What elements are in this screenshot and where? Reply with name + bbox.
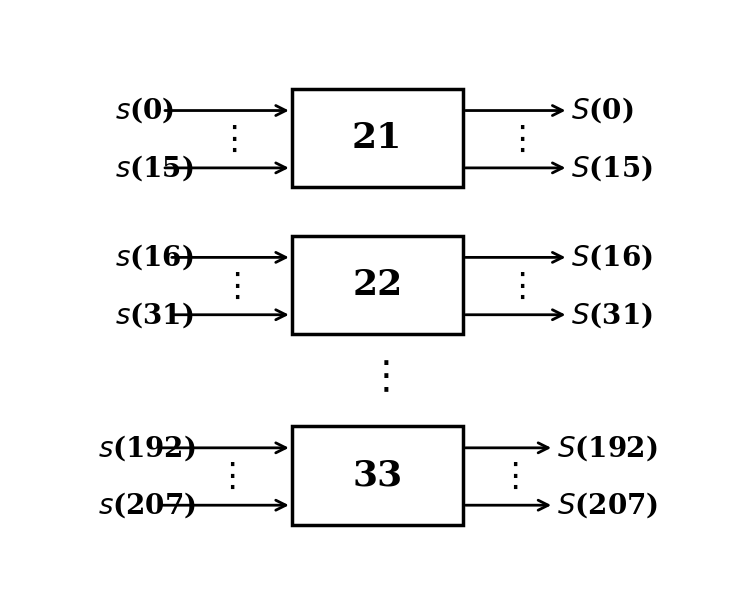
Text: $\mathit{s}$(207): $\mathit{s}$(207) <box>98 491 196 520</box>
Bar <box>291 426 463 524</box>
Text: $\vdots$: $\vdots$ <box>506 123 526 156</box>
Text: $\mathit{S}$(16): $\mathit{S}$(16) <box>571 243 653 272</box>
Text: $\mathit{s}$(192): $\mathit{s}$(192) <box>98 433 195 462</box>
Text: $\mathit{S}$(15): $\mathit{S}$(15) <box>571 153 653 183</box>
Text: $\vdots$: $\vdots$ <box>498 460 519 493</box>
Text: 21: 21 <box>352 121 403 155</box>
Text: $\mathit{S}$(207): $\mathit{S}$(207) <box>557 491 658 520</box>
Text: 33: 33 <box>352 458 403 492</box>
Text: $\mathit{s}$(0): $\mathit{s}$(0) <box>115 95 174 125</box>
Text: $\mathit{S}$(192): $\mathit{S}$(192) <box>557 433 657 462</box>
Text: $\vdots$: $\vdots$ <box>216 123 237 156</box>
Text: $\mathit{s}$(31): $\mathit{s}$(31) <box>115 300 194 330</box>
Text: 22: 22 <box>352 268 403 302</box>
Text: $\mathit{S}$(0): $\mathit{S}$(0) <box>571 95 634 125</box>
Text: $\vdots$: $\vdots$ <box>215 460 236 493</box>
Text: $\vdots$: $\vdots$ <box>506 269 526 303</box>
Text: $\vdots$: $\vdots$ <box>220 269 241 303</box>
Bar <box>291 235 463 334</box>
Text: $\vdots$: $\vdots$ <box>366 358 389 396</box>
Text: $\mathit{s}$(15): $\mathit{s}$(15) <box>115 153 194 183</box>
Text: $\mathit{s}$(16): $\mathit{s}$(16) <box>115 243 194 272</box>
Text: $\mathit{S}$(31): $\mathit{S}$(31) <box>571 300 653 330</box>
Bar <box>291 89 463 187</box>
